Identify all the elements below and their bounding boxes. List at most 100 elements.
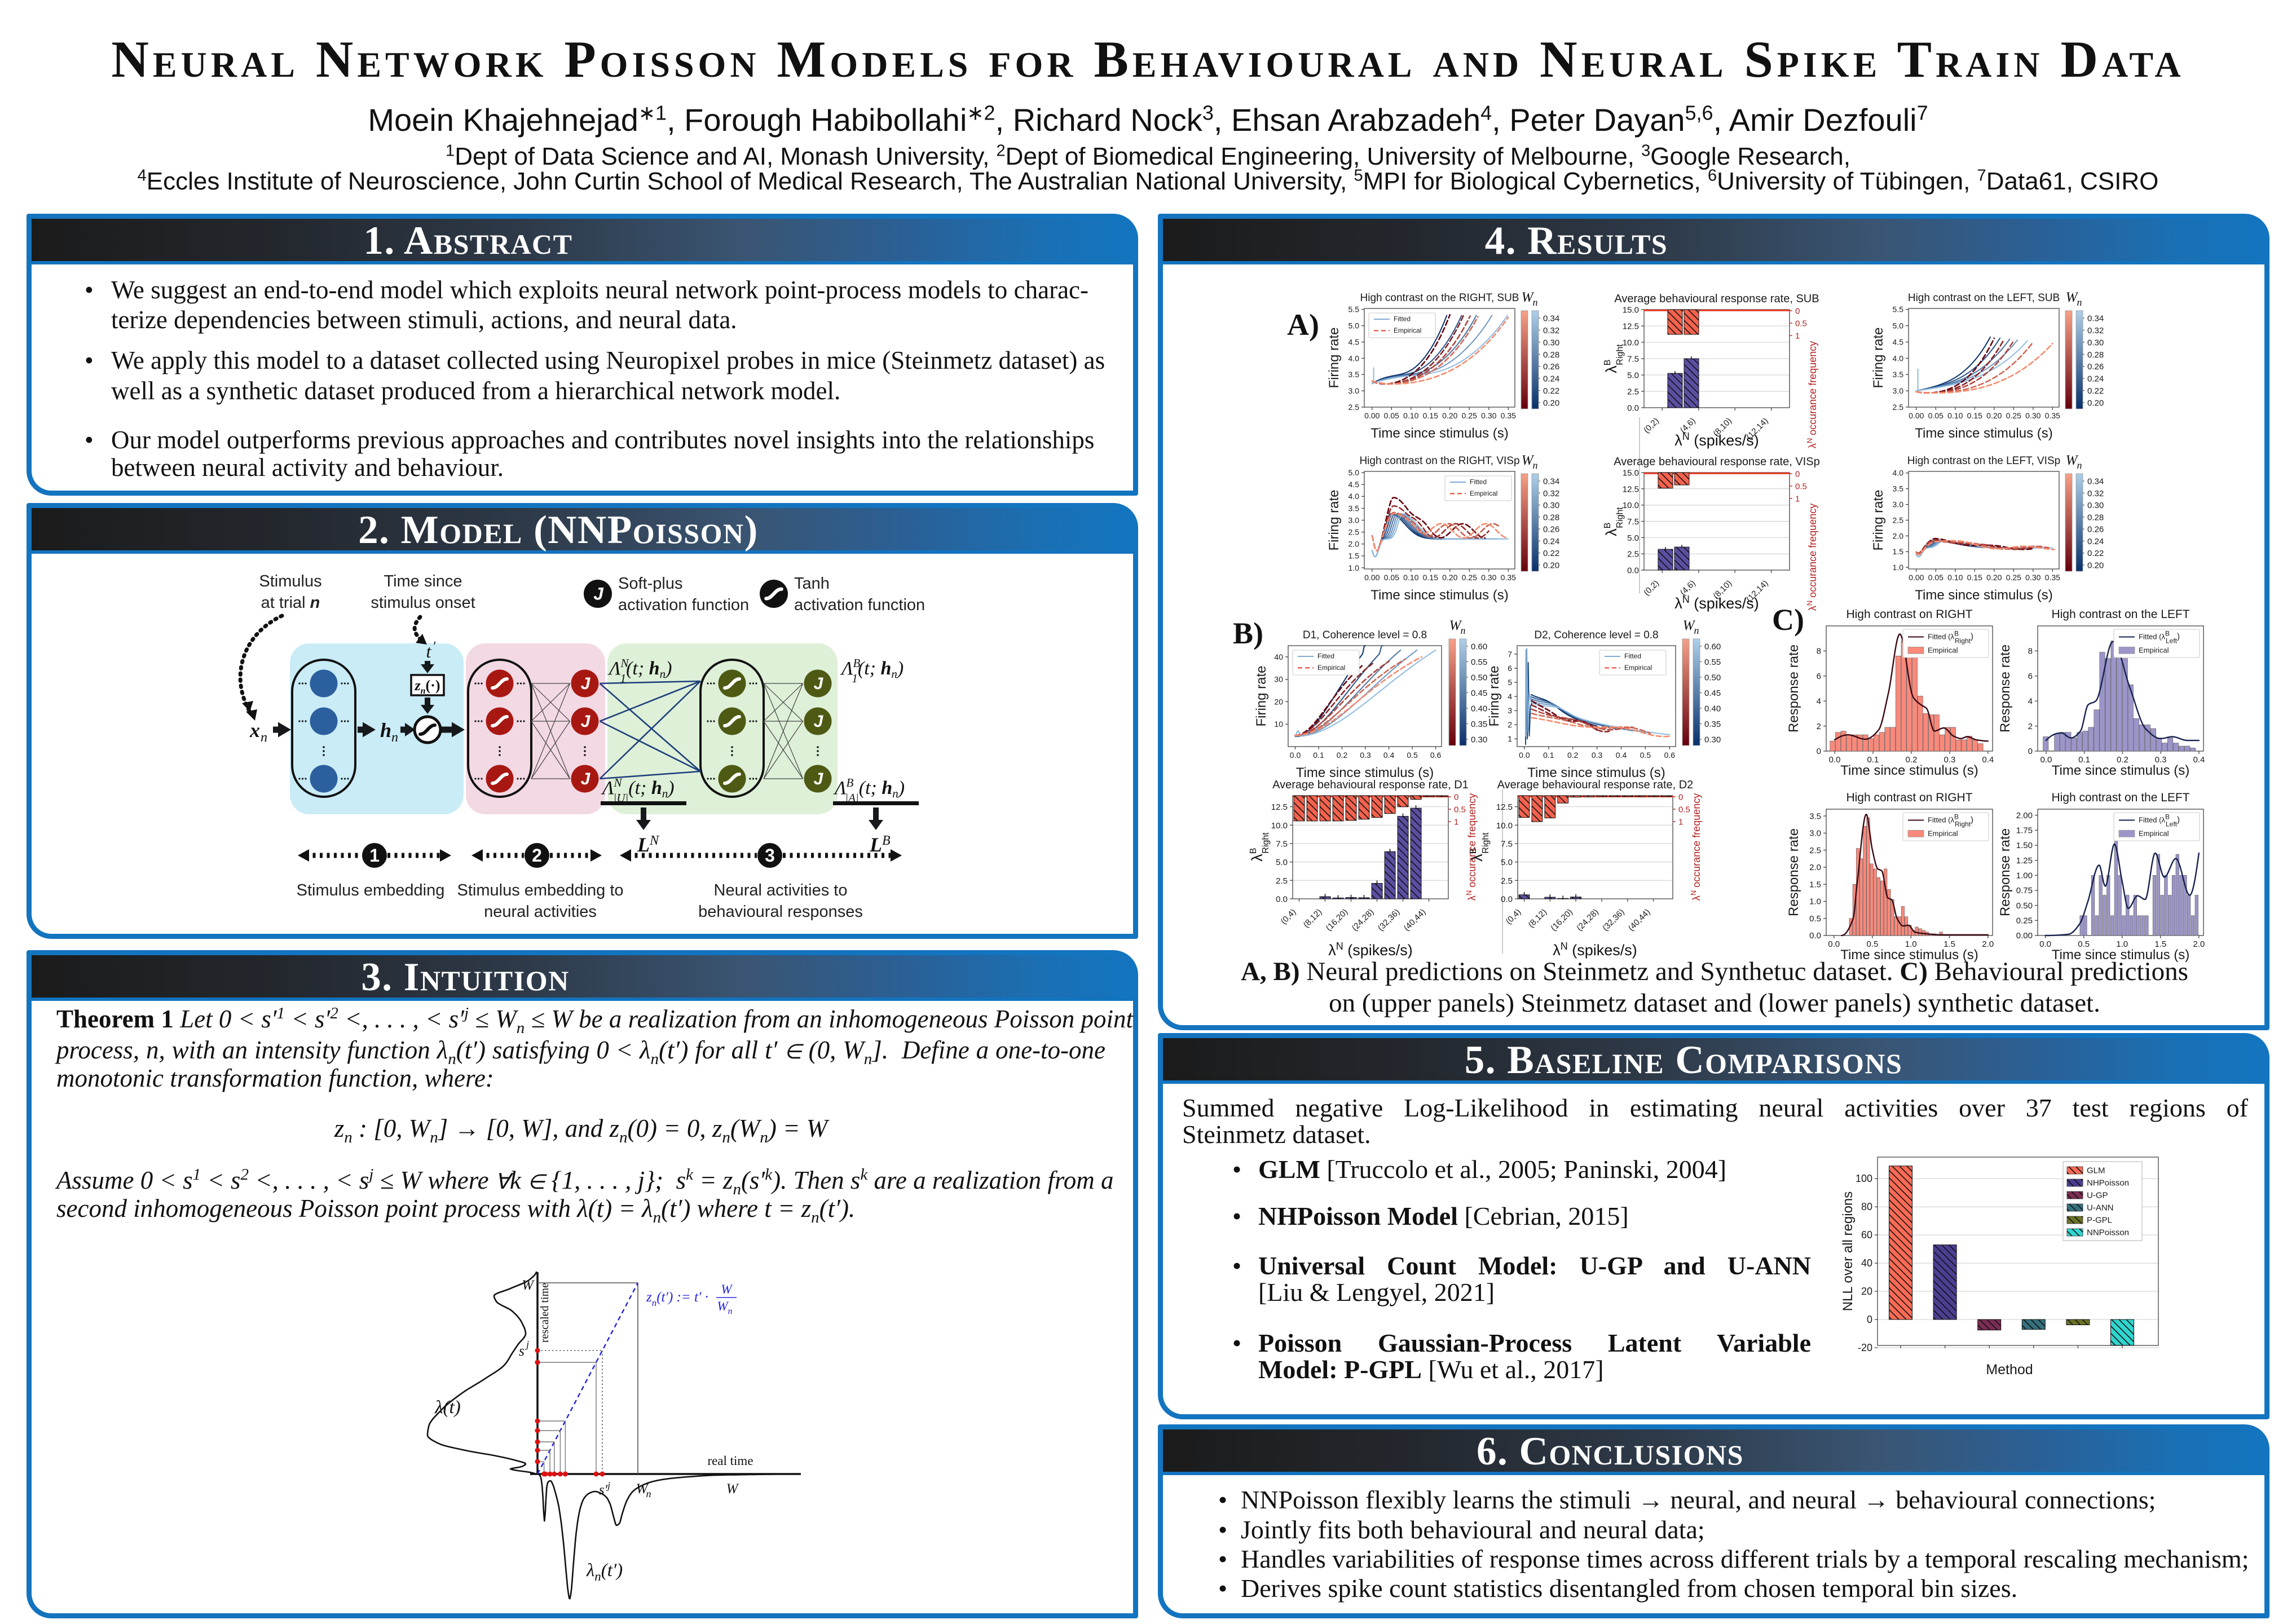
svg-text:λN occurance frequency: λN occurance frequency <box>1689 793 1702 901</box>
svg-text:0.00: 0.00 <box>1909 411 1924 420</box>
svg-text:0.1: 0.1 <box>1313 751 1324 760</box>
svg-text:0.00: 0.00 <box>1364 573 1380 582</box>
svg-text:0: 0 <box>1678 793 1683 802</box>
svg-text:1: 1 <box>1795 332 1800 341</box>
svg-text:0.0: 0.0 <box>2039 939 2051 949</box>
svg-text:zn(·): zn(·) <box>414 677 440 696</box>
svg-text:′: ′ <box>433 639 436 654</box>
svg-text:Average behavioural response r: Average behavioural response rate, VISp <box>1614 456 1819 468</box>
svg-text:30: 30 <box>1274 675 1283 684</box>
svg-text:0.05: 0.05 <box>1384 573 1399 582</box>
svg-text:6: 6 <box>2028 672 2033 681</box>
svg-text:1: 1 <box>1454 818 1458 827</box>
svg-text:0.35: 0.35 <box>1501 411 1516 420</box>
svg-text:0.10: 0.10 <box>1403 411 1418 420</box>
svg-text:1.5: 1.5 <box>2154 939 2166 949</box>
svg-text:0.32: 0.32 <box>1543 489 1559 498</box>
svg-text:Firing rate: Firing rate <box>1327 489 1342 550</box>
svg-text:0.0: 0.0 <box>1290 751 1301 760</box>
svg-text:0.26: 0.26 <box>1543 362 1559 372</box>
svg-text:0.30: 0.30 <box>1481 411 1496 420</box>
svg-text:Firing rate: Firing rate <box>1327 327 1342 388</box>
svg-text:ΛB1(t; hn): ΛB 1(t; hn) <box>840 656 904 685</box>
svg-text:60: 60 <box>1861 1229 1872 1241</box>
svg-text:0: 0 <box>1795 307 1800 316</box>
svg-text:0.24: 0.24 <box>2087 537 2104 546</box>
svg-text:Time since stimulus (s): Time since stimulus (s) <box>2052 947 2189 963</box>
svg-text:Time since stimulus (s): Time since stimulus (s) <box>1370 426 1508 441</box>
svg-text:Time since stimulus (s): Time since stimulus (s) <box>1840 947 1978 963</box>
svg-text:0.2: 0.2 <box>1567 751 1579 760</box>
svg-text:0.5: 0.5 <box>1407 751 1418 760</box>
svg-text:1.0: 1.0 <box>1893 563 1904 572</box>
svg-text:20: 20 <box>1274 697 1283 706</box>
svg-text:Time since stimulus (s): Time since stimulus (s) <box>1370 588 1508 603</box>
svg-text:Time since stimulus (s): Time since stimulus (s) <box>1527 765 1665 780</box>
svg-text:0.35: 0.35 <box>1704 720 1721 729</box>
svg-text:stimulus onset: stimulus onset <box>371 594 475 612</box>
svg-text:0.20: 0.20 <box>2087 399 2104 408</box>
svg-text:n: n <box>2077 460 2082 471</box>
svg-text:4.0: 4.0 <box>1893 469 1904 478</box>
svg-text:Time since: Time since <box>384 572 462 590</box>
svg-text:λN (spikes/s): λN (spikes/s) <box>1674 594 1759 612</box>
svg-text:7: 7 <box>1508 650 1512 659</box>
svg-text:0.5: 0.5 <box>1795 482 1807 492</box>
svg-text:0.05: 0.05 <box>1928 411 1944 420</box>
svg-text:0.22: 0.22 <box>2087 386 2104 396</box>
svg-text:High contrast on the LEFT, VIS: High contrast on the LEFT, VISp <box>1907 455 2060 467</box>
svg-text:Average behavioural response r: Average behavioural response rate, SUB <box>1614 293 1819 305</box>
svg-text:0: 0 <box>1867 1314 1872 1325</box>
svg-text:0.20: 0.20 <box>2087 561 2104 571</box>
svg-text:(32,36): (32,36) <box>1601 907 1627 933</box>
svg-text:0.30: 0.30 <box>1543 338 1559 347</box>
svg-text:0.24: 0.24 <box>2087 374 2104 384</box>
svg-text:3.5: 3.5 <box>1893 370 1904 379</box>
svg-text:15.0: 15.0 <box>1623 469 1639 478</box>
svg-text:100: 100 <box>1856 1173 1872 1184</box>
svg-text:1: 1 <box>369 845 380 866</box>
svg-text:W: W <box>2066 290 2079 305</box>
svg-text:5.0: 5.0 <box>1348 468 1360 477</box>
svg-text:1.0: 1.0 <box>1348 563 1360 572</box>
svg-text:3.5: 3.5 <box>1809 811 1821 821</box>
svg-text:3.0: 3.0 <box>1348 515 1360 524</box>
svg-text:n: n <box>1533 297 1538 308</box>
svg-text:0.32: 0.32 <box>2087 326 2104 336</box>
svg-text:Time since stimulus (s): Time since stimulus (s) <box>1915 426 2052 441</box>
svg-text:Empirical: Empirical <box>1394 326 1421 334</box>
svg-text:J: J <box>814 770 824 788</box>
svg-text:Method: Method <box>1986 1362 2033 1378</box>
svg-text:Fitted: Fitted <box>1624 652 1641 660</box>
svg-text:0.10: 0.10 <box>1947 411 1963 420</box>
svg-text:4.0: 4.0 <box>1893 354 1904 363</box>
svg-text:4.0: 4.0 <box>1348 492 1360 501</box>
svg-text:D2, Coherence level = 0.8: D2, Coherence level = 0.8 <box>1534 629 1658 641</box>
svg-text:4: 4 <box>1817 697 1821 707</box>
svg-text:0.35: 0.35 <box>2045 411 2060 420</box>
svg-text:Neural activities to: Neural activities to <box>714 881 848 899</box>
svg-text:20: 20 <box>1861 1286 1872 1297</box>
svg-text:0.20: 0.20 <box>1986 411 2002 420</box>
svg-text:0.28: 0.28 <box>2087 350 2104 360</box>
svg-text:t: t <box>426 641 432 661</box>
svg-text:0.6: 0.6 <box>1664 751 1676 760</box>
svg-text:3.5: 3.5 <box>1893 484 1904 493</box>
svg-text:n: n <box>1461 625 1466 636</box>
svg-text:4.5: 4.5 <box>1348 337 1360 346</box>
svg-text:0.3: 0.3 <box>1944 755 1955 765</box>
svg-text:1.5: 1.5 <box>1348 551 1360 561</box>
svg-text:0.26: 0.26 <box>2087 525 2104 535</box>
svg-text:0.30: 0.30 <box>1704 735 1721 745</box>
svg-text:High contrast on the LEFT: High contrast on the LEFT <box>2051 791 2189 804</box>
svg-text:1.0: 1.0 <box>2116 939 2128 949</box>
svg-text:NLL over all regions: NLL over all regions <box>1840 1191 1856 1312</box>
svg-text:0.35: 0.35 <box>1501 573 1516 582</box>
svg-text:4: 4 <box>2028 697 2033 707</box>
svg-text:2.0: 2.0 <box>1893 531 1904 540</box>
svg-text:High contrast on the RIGHT, VI: High contrast on the RIGHT, VISp <box>1359 455 1519 467</box>
svg-text:λN (spikes/s): λN (spikes/s) <box>1328 941 1413 959</box>
svg-text:0: 0 <box>1817 747 1821 756</box>
svg-text:High contrast on RIGHT: High contrast on RIGHT <box>1846 791 1972 804</box>
svg-text:0.45: 0.45 <box>1471 689 1487 698</box>
